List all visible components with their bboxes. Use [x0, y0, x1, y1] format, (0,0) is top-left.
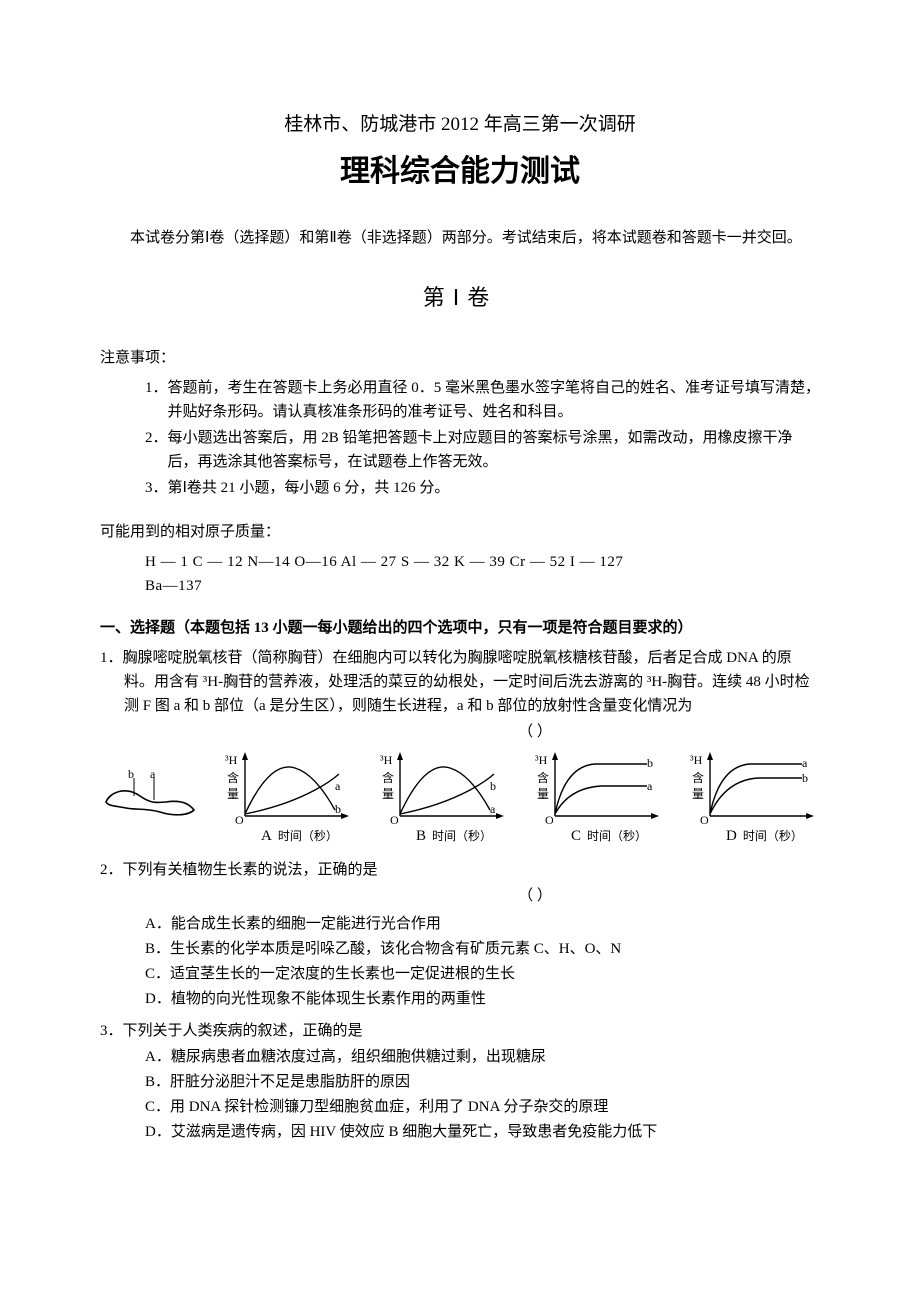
question-2: 2．下列有关植物生长素的说法，正确的是 （ ） A．能合成生长素的细胞一定能进行… — [100, 858, 820, 1011]
chart-c: ³H 含 量 O b a C 时间（秒） — [525, 750, 665, 848]
q1-figure-row: b a ³H 含 量 O a b — [100, 750, 820, 848]
option-c: C．适宜茎生长的一定浓度的生长素也一定促进根的生长 — [145, 962, 820, 986]
question-text: 下列有关植物生长素的说法，正确的是 — [123, 862, 378, 878]
chart-letter: D — [680, 824, 737, 848]
chart-letter: A — [215, 824, 272, 848]
options: A．糖尿病患者血糖浓度过高，组织细胞供糖过剩，出现糖尿 B．肝脏分泌胆汁不足是患… — [100, 1045, 820, 1144]
x-axis-label: 时间（秒） — [587, 827, 647, 846]
exam-subtitle: 桂林市、防城港市 2012 年高三第一次调研 — [100, 110, 820, 140]
y-label: 量 — [227, 787, 239, 801]
chart-d-svg: ³H 含 量 O a b — [680, 750, 820, 826]
question-number: 1． — [100, 650, 123, 666]
notes-block: 1．答题前，考生在答题卡上务必用直径 0．5 毫米黑色墨水签字笔将自己的姓名、准… — [100, 376, 820, 500]
y-label: 含 — [692, 770, 704, 785]
section-1-heading: 一、选择题（本题包括 13 小题一每小题给出的四个选项中，只有一项是符合题目要求… — [100, 616, 820, 640]
chart-d: ³H 含 量 O a b D 时间（秒） — [680, 750, 820, 848]
y-label: ³H — [225, 753, 238, 767]
x-axis-label: 时间（秒） — [278, 827, 338, 846]
curve-label: b — [647, 756, 653, 770]
answer-blank: （ ） — [100, 884, 820, 908]
root-label-b: b — [128, 767, 134, 781]
y-label: 量 — [382, 787, 394, 801]
page: 桂林市、防城港市 2012 年高三第一次调研 理科综合能力测试 本试卷分第Ⅰ卷（… — [0, 0, 920, 1192]
question-number: 2． — [100, 862, 123, 878]
option-a: A．能合成生长素的细胞一定能进行光合作用 — [145, 912, 820, 936]
y-label: 含 — [227, 770, 239, 785]
chart-letter: C — [525, 824, 581, 848]
y-label: 量 — [692, 787, 704, 801]
chart-b: ³H 含 量 O b a B 时间（秒） — [370, 750, 510, 848]
curve-label: a — [647, 779, 653, 793]
question-3: 3．下列关于人类疾病的叙述，正确的是 A．糖尿病患者血糖浓度过高，组织细胞供糖过… — [100, 1019, 820, 1144]
note-item: 2．每小题选出答案后，用 2B 铅笔把答题卡上对应题目的答案标号涂黑，如需改动，… — [145, 426, 820, 474]
answer-blank: （ ） — [100, 720, 820, 744]
y-label: ³H — [535, 753, 548, 767]
question-number: 3． — [100, 1023, 123, 1039]
chart-a: ³H 含 量 O a b A 时间（秒） — [215, 750, 355, 848]
option-c: C．用 DNA 探针检测镰刀型细胞贫血症，利用了 DNA 分子杂交的原理 — [145, 1095, 820, 1119]
curve-label: b — [802, 771, 808, 785]
option-d: D．艾滋病是遗传病，因 HIV 使效应 B 细胞大量死亡，导致患者免疫能力低下 — [145, 1120, 820, 1144]
chart-letter: B — [370, 824, 426, 848]
question-1: 1．胸腺嘧啶脱氧核苷（简称胸苷）在细胞内可以转化为胸腺嘧啶脱氧核糖核苷酸，后者足… — [100, 646, 820, 848]
option-b: B．肝脏分泌胆汁不足是患脂肪肝的原因 — [145, 1070, 820, 1094]
option-d: D．植物的向光性现象不能体现生长素作用的两重性 — [145, 987, 820, 1011]
exam-main-title: 理科综合能力测试 — [100, 148, 820, 196]
curve-label: a — [490, 802, 496, 816]
note-item: 3．第Ⅰ卷共 21 小题，每小题 6 分，共 126 分。 — [145, 476, 820, 500]
curve-label: a — [802, 756, 808, 770]
options: A．能合成生长素的细胞一定能进行光合作用 B．生长素的化学本质是吲哚乙酸，该化合… — [100, 912, 820, 1011]
atomic-mass-label: 可能用到的相对原子质量： — [100, 520, 820, 544]
option-a: A．糖尿病患者血糖浓度过高，组织细胞供糖过剩，出现糖尿 — [145, 1045, 820, 1069]
x-axis-label: 时间（秒） — [432, 827, 492, 846]
question-stem: 2．下列有关植物生长素的说法，正确的是 — [100, 858, 820, 882]
exam-intro: 本试卷分第Ⅰ卷（选择题）和第Ⅱ卷（非选择题）两部分。考试结束后，将本试题卷和答题… — [100, 226, 820, 250]
atomic-line: Ba—137 — [145, 574, 820, 598]
x-axis-label: 时间（秒） — [743, 827, 803, 846]
chart-c-svg: ³H 含 量 O b a — [525, 750, 665, 826]
curve-label: b — [335, 802, 341, 816]
root-svg: b a — [100, 766, 200, 824]
volume-1-title: 第Ⅰ卷 — [100, 280, 820, 315]
atomic-line: H — 1 C — 12 N—14 O—16 Al — 27 S — 32 K … — [145, 550, 820, 574]
notes-label: 注意事项： — [100, 346, 820, 370]
root-label-a: a — [150, 767, 156, 781]
chart-a-svg: ³H 含 量 O a b — [215, 750, 355, 826]
y-label: ³H — [690, 753, 703, 767]
y-label: 含 — [382, 770, 394, 785]
y-label: ³H — [380, 753, 393, 767]
atomic-mass-values: H — 1 C — 12 N—14 O—16 Al — 27 S — 32 K … — [100, 550, 820, 598]
question-stem: 3．下列关于人类疾病的叙述，正确的是 — [100, 1019, 820, 1043]
root-sketch: b a — [100, 766, 200, 832]
y-label: 含 — [537, 770, 549, 785]
question-text: 胸腺嘧啶脱氧核苷（简称胸苷）在细胞内可以转化为胸腺嘧啶脱氧核糖核苷酸，后者足合成… — [123, 650, 810, 714]
y-label: 量 — [537, 787, 549, 801]
curve-label: a — [335, 779, 341, 793]
option-b: B．生长素的化学本质是吲哚乙酸，该化合物含有矿质元素 C、H、O、N — [145, 937, 820, 961]
note-item: 1．答题前，考生在答题卡上务必用直径 0．5 毫米黑色墨水签字笔将自己的姓名、准… — [145, 376, 820, 424]
question-stem: 1．胸腺嘧啶脱氧核苷（简称胸苷）在细胞内可以转化为胸腺嘧啶脱氧核糖核苷酸，后者足… — [100, 646, 820, 718]
curve-label: b — [490, 779, 496, 793]
chart-b-svg: ³H 含 量 O b a — [370, 750, 510, 826]
question-text: 下列关于人类疾病的叙述，正确的是 — [123, 1023, 363, 1039]
